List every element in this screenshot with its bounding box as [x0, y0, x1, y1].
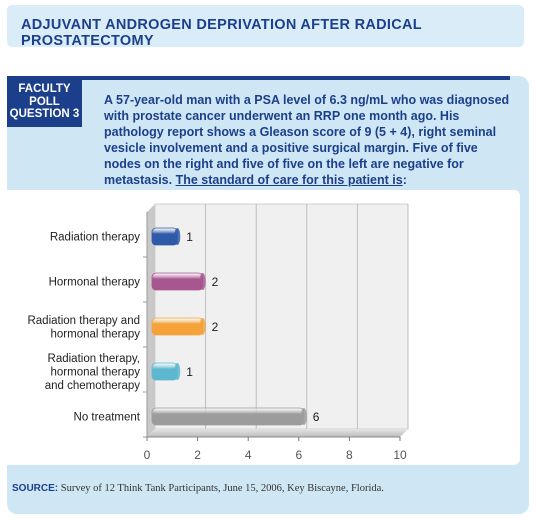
chart-floor [147, 429, 408, 437]
category-label: Radiation therapy and hormonal therapy [27, 315, 140, 341]
question-prompt: The standard of care for this patient is [175, 173, 403, 187]
bar [151, 362, 178, 381]
category-label: Radiation therapy [50, 232, 140, 244]
bar-value-label: 2 [212, 275, 219, 289]
bar-value-label: 2 [212, 320, 219, 334]
question-text: A 57-year-old man with a PSA level of 6.… [104, 92, 518, 188]
category-label-line: Radiation therapy and [27, 315, 140, 327]
page-title: ADJUVANT ANDROGEN DEPRIVATION AFTER RADI… [21, 17, 422, 49]
bar-cap [174, 363, 181, 380]
bar [151, 227, 178, 246]
x-tick-label: 2 [194, 448, 201, 462]
category-label-line: hormonal therapy [51, 328, 141, 340]
badge-line-2: POLL [29, 95, 60, 108]
bar-cap [300, 408, 307, 425]
chart-back-wall [154, 203, 409, 430]
question-tail: : [402, 173, 407, 187]
source-text: Survey of 12 Think Tank Participants, Ju… [58, 483, 384, 494]
category-label-line: Radiation therapy [50, 232, 140, 244]
poll-badge: FACULTY POLL QUESTION 3 [7, 80, 82, 127]
category-label: Radiation therapy, hormonal therapy and ch… [45, 353, 141, 392]
panel-top-rule [7, 76, 510, 80]
x-tick-label: 8 [346, 448, 353, 462]
bar-value-label: 1 [186, 365, 193, 379]
badge-line-1: FACULTY [18, 83, 71, 95]
x-tick-label: 10 [393, 448, 407, 462]
bar-value-label: 1 [186, 230, 193, 244]
category-label-line: No treatment [74, 412, 141, 424]
source-note: SOURCE: Survey of 12 Think Tank Particip… [12, 483, 384, 494]
category-label-line: Hormonal therapy [49, 277, 141, 289]
category-label: Hormonal therapy [49, 277, 141, 289]
bar [151, 272, 203, 291]
bar-cap [174, 228, 181, 245]
source-label: SOURCE: [12, 483, 59, 494]
bar [151, 407, 305, 426]
bar [151, 317, 203, 336]
category-label-line: hormonal therapy [51, 367, 141, 379]
x-tick-label: 4 [245, 448, 252, 462]
badge-line-3: QUESTION 3 [9, 108, 80, 120]
x-tick-label: 6 [295, 448, 302, 462]
header-banner: ADJUVANT ANDROGEN DEPRIVATION AFTER RADI… [7, 5, 524, 49]
bar-cap [199, 273, 206, 290]
category-label-line: Radiation therapy, [48, 353, 140, 365]
x-tick-label: 0 [144, 448, 151, 462]
bar-value-label: 6 [313, 410, 320, 424]
category-label-line: and chemotherapy [45, 380, 141, 392]
bar-cap [199, 318, 206, 335]
question-body: A 57-year-old man with a PSA level of 6.… [104, 93, 510, 187]
category-label: No treatment [74, 412, 141, 424]
